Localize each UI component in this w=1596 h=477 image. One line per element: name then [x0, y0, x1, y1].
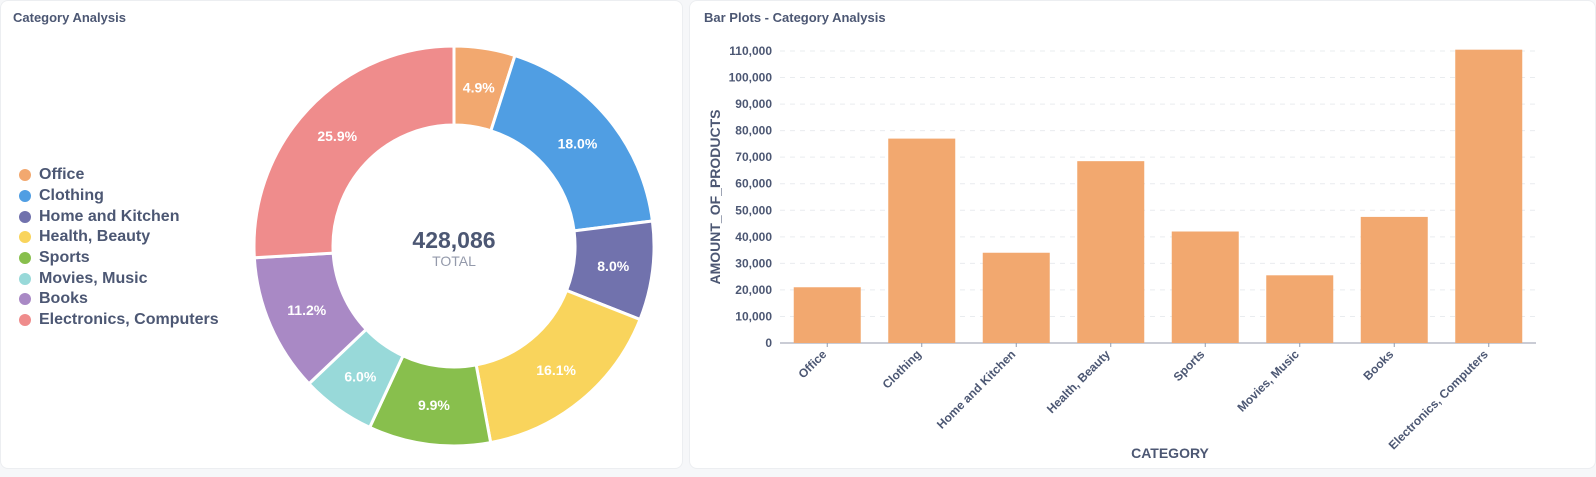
legend-label: Home and Kitchen [39, 207, 180, 225]
x-tick-label: Electronics, Computers [1386, 347, 1491, 452]
legend-item-sports[interactable]: Sports [19, 248, 219, 269]
y-tick-label: 0 [765, 336, 772, 350]
y-tick-label: 50,000 [735, 203, 772, 217]
x-tick-label: Health, Beauty [1044, 347, 1113, 416]
y-tick-label: 90,000 [735, 97, 772, 111]
legend-dot [19, 169, 31, 182]
bar-health-beauty[interactable] [1077, 161, 1145, 343]
legend-dot [19, 272, 31, 285]
bar-movies-music[interactable] [1266, 275, 1334, 343]
legend-label: Clothing [39, 187, 104, 205]
y-tick-label: 100,000 [729, 71, 773, 85]
y-tick-label: 110,000 [729, 44, 772, 58]
x-tick-label: Office [795, 347, 829, 381]
bar-books[interactable] [1360, 216, 1428, 343]
legend-label: Books [39, 290, 88, 308]
y-tick-label: 30,000 [735, 256, 772, 270]
donut-slice-clothing[interactable] [488, 53, 655, 233]
donut-total-label: TOTAL [432, 253, 476, 269]
y-tick-label: 70,000 [735, 150, 772, 164]
legend-label: Health, Beauty [39, 228, 151, 246]
y-tick-label: 80,000 [735, 124, 772, 138]
donut-chart: 4.9% 18.0% 8.0% 16.1% 9.9% 6.0% 11.2% 25.9% 428,… [252, 44, 656, 448]
donut-total-value: 428,086 [412, 227, 495, 253]
legend-dot [19, 231, 31, 244]
y-tick-label: 20,000 [735, 283, 772, 297]
legend-dot [19, 252, 31, 265]
bar-sports[interactable] [1171, 231, 1239, 343]
x-axis-title: CATEGORY [1131, 445, 1209, 461]
legend-dot [19, 210, 31, 223]
y-axis-title: AMOUNT_OF_PRODUCTS [707, 109, 723, 284]
donut-legend: Office Clothing Home and Kitchen Health, Be… [19, 165, 219, 331]
x-tick-label: Home and Kitchen [934, 347, 1018, 431]
legend-item-books[interactable]: Books [19, 289, 219, 310]
bar-electronics-computers[interactable] [1455, 49, 1523, 343]
legend-dot [19, 314, 31, 327]
card-title[interactable]: Bar Plots - Category Analysis [704, 10, 886, 25]
slice-percent-label: 6.0% [344, 368, 376, 384]
bar-chart: 0 10,000 20,000 30,000 40,000 50,000 60,000 70,… [707, 44, 1536, 461]
legend-item-home-and-kitchen[interactable]: Home and Kitchen [19, 206, 219, 227]
slice-percent-label: 18.0% [558, 135, 598, 151]
slice-percent-label: 11.2% [287, 302, 326, 318]
legend-dot [19, 190, 31, 203]
x-tick-label: Sports [1171, 347, 1208, 384]
bar-clothing[interactable] [888, 138, 956, 343]
card-title[interactable]: Category Analysis [13, 10, 126, 25]
x-tick-label: Books [1361, 347, 1397, 383]
y-tick-label: 10,000 [735, 309, 772, 323]
legend-item-movies-music[interactable]: Movies, Music [19, 268, 219, 289]
legend-label: Electronics, Computers [39, 311, 219, 329]
x-tick-label: Movies, Music [1234, 347, 1302, 415]
bar-office[interactable] [793, 287, 861, 343]
legend-item-electronics-computers[interactable]: Electronics, Computers [19, 310, 219, 331]
legend-label: Sports [39, 249, 90, 267]
legend-dot [19, 293, 31, 306]
x-tick-label: Clothing [880, 347, 924, 391]
y-tick-label: 60,000 [735, 177, 772, 191]
slice-percent-label: 9.9% [418, 397, 450, 413]
donut-slice-electronics-computers[interactable] [252, 44, 456, 260]
legend-item-office[interactable]: Office [19, 165, 219, 186]
legend-label: Movies, Music [39, 269, 148, 287]
slice-percent-label: 16.1% [536, 362, 576, 378]
category-analysis-card: Category Analysis Office Clothing Home and… [0, 0, 683, 469]
legend-item-health-beauty[interactable]: Health, Beauty [19, 227, 219, 248]
legend-label: Office [39, 166, 85, 184]
slice-percent-label: 4.9% [463, 79, 495, 95]
bar-plots-card: Bar Plots - Category Analysis 0 10,000 20,… [689, 0, 1596, 469]
slice-percent-label: 25.9% [317, 128, 357, 144]
legend-item-clothing[interactable]: Clothing [19, 186, 219, 207]
slice-percent-label: 8.0% [597, 258, 629, 274]
y-tick-label: 40,000 [735, 230, 772, 244]
bar-home-and-kitchen[interactable] [982, 252, 1050, 343]
